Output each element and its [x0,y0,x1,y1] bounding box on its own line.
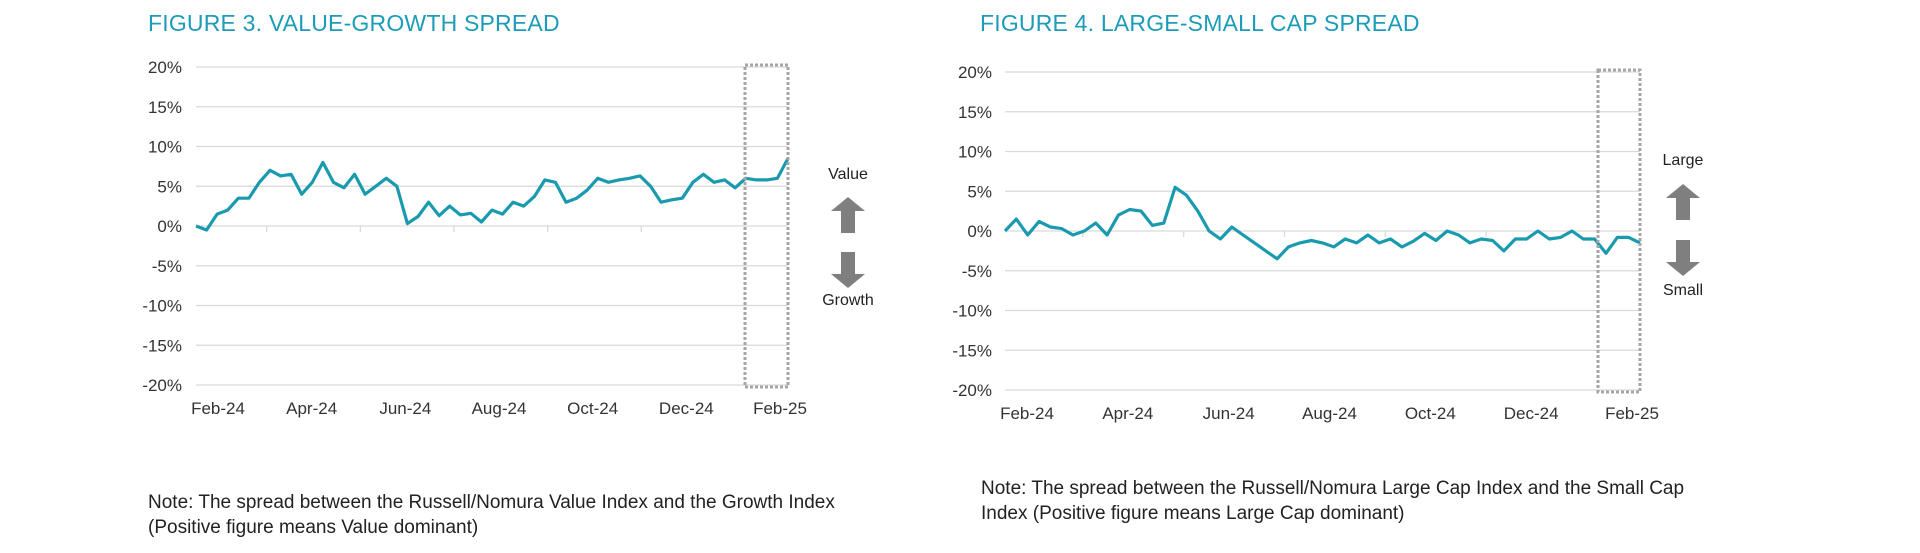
arrow-up-icon [831,197,865,233]
figure-3-title: FIGURE 3. VALUE-GROWTH SPREAD [148,10,560,36]
growth-label: Growth [822,292,874,309]
y-tick-label: 10% [958,143,992,162]
y-tick-label: 20% [148,58,182,77]
y-tick-label: 15% [148,98,182,117]
y-tick-label: 10% [148,138,182,157]
x-tick-label: Oct-24 [567,399,618,418]
y-tick-label: 5% [157,177,182,196]
figure-4-title: FIGURE 4. LARGE-SMALL CAP SPREAD [980,10,1420,36]
value-growth-chart: 20% 15% 10% 5% 0% -5% -10% -15% -20% Feb-24 Apr-24… [142,58,807,418]
y-tick-label: 15% [958,103,992,122]
x-tick-label: Jun-24 [1203,404,1255,423]
highlight-box [1596,68,1642,394]
x-tick-label: Aug-24 [472,399,527,418]
y-tick-label: -15% [952,341,992,360]
x-tick-label: Aug-24 [1302,404,1357,423]
y-tick-label: -20% [142,376,182,395]
arrow-up-icon [1666,184,1700,220]
x-tick-label: Jun-24 [379,399,431,418]
figure-3-note: Note: The spread between the Russell/Nom… [148,492,835,538]
y-tick-label: 0% [967,222,992,241]
y-tick-label: -10% [952,302,992,321]
y-tick-label: -10% [142,297,182,316]
arrow-down-icon [831,252,865,288]
x-tick-label: Apr-24 [286,399,337,418]
x-tick-label: Feb-24 [191,399,245,418]
figure-4-note: Note: The spread between the Russell/Nom… [981,478,1685,524]
series-line [195,157,790,232]
x-tick-label: Feb-25 [1605,404,1659,423]
y-tick-label: -5% [962,262,992,281]
y-tick-label: -20% [952,381,992,400]
series-line [1003,185,1641,261]
y-tick-label: 20% [958,63,992,82]
large-small-chart: 20% 15% 10% 5% 0% -5% -10% -15% -20% Feb-24 Apr-24… [952,63,1659,423]
highlight-box [743,63,790,389]
x-tick-label: Dec-24 [659,399,714,418]
x-tick-label: Feb-24 [1000,404,1054,423]
value-label: Value [828,166,868,183]
large-label: Large [1662,152,1704,169]
small-label: Small [1662,282,1703,299]
y-tick-label: 0% [157,217,182,236]
y-tick-label: 5% [967,182,992,201]
x-tick-label: Dec-24 [1504,404,1559,423]
arrow-down-icon [1666,240,1700,276]
y-tick-label: -5% [152,257,182,276]
x-tick-label: Oct-24 [1405,404,1456,423]
x-tick-label: Feb-25 [753,399,807,418]
y-tick-label: -15% [142,336,182,355]
x-tick-label: Apr-24 [1102,404,1153,423]
